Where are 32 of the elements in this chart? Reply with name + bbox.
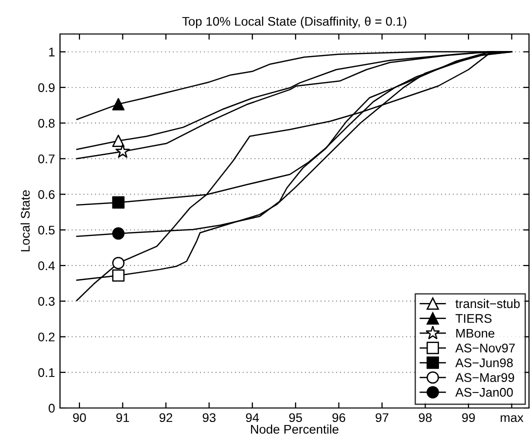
x-tick-label: 93	[202, 413, 216, 422]
y-tick-label: 0.2	[38, 332, 55, 342]
legend-label: TIERS	[456, 314, 492, 323]
y-tick-label: 0.9	[38, 83, 55, 92]
y-tick-label: 0.7	[38, 154, 55, 164]
x-tick-label: max	[500, 415, 524, 422]
x-tick-label: 97	[376, 413, 388, 422]
chart-title: Top 10% Local State (Disaffinity, θ = 0.1)	[182, 16, 406, 28]
legend-label: AS−Jan00	[455, 388, 513, 397]
legend-label: AS−Nov97	[455, 344, 515, 352]
y-tick-label: 0	[48, 404, 55, 413]
legend-label: MBone	[456, 328, 494, 338]
legend-label: transit−stub	[455, 298, 520, 308]
legend-label: AS−Jun98	[455, 358, 513, 368]
y-axis-title: Local State	[20, 190, 30, 252]
y-tick-label: 0.4	[38, 261, 55, 270]
y-tick-label: 0.5	[38, 226, 55, 235]
x-tick-label: 91	[116, 413, 130, 422]
x-tick-label: 94	[246, 413, 259, 422]
y-tick-label: 0.3	[38, 296, 55, 306]
x-tick-label: 95	[289, 413, 302, 422]
y-tick-label: 0.8	[38, 118, 55, 128]
x-tick-label: 90	[73, 413, 86, 422]
x-tick-label: 96	[332, 413, 346, 422]
y-tick-label: 0.1	[38, 368, 55, 378]
x-tick-label: 92	[160, 413, 172, 422]
legend-label: AS−Mar99	[455, 373, 514, 382]
y-tick-label: 1	[49, 48, 55, 56]
x-tick-label: 99	[462, 413, 475, 422]
x-tick-label: 98	[418, 413, 432, 422]
y-tick-label: 0.6	[38, 190, 55, 199]
x-axis-title: Node Percentile	[251, 424, 338, 434]
